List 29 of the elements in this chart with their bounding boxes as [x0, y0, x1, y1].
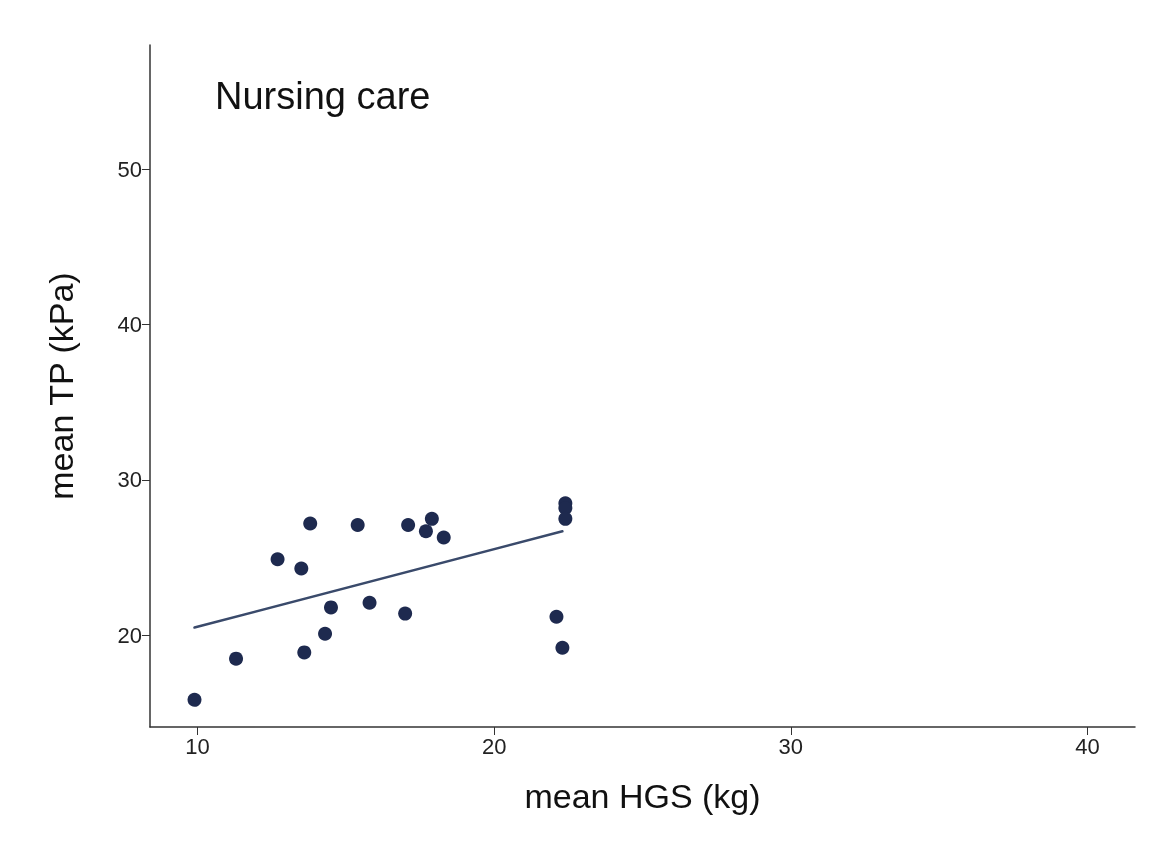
point: [418, 524, 433, 539]
point: [294, 561, 309, 576]
point: [229, 651, 244, 666]
point: [303, 516, 318, 531]
point: [424, 511, 439, 526]
y-tick-label: 20: [117, 622, 142, 648]
x-tick-label: 30: [778, 733, 804, 759]
y-tick-label: 50: [117, 156, 142, 182]
point: [187, 692, 202, 707]
y-axis-title: mean TP (kPa): [42, 272, 80, 500]
x-axis-title: mean HGS (kg): [524, 777, 761, 815]
x-tick-label: 20: [481, 733, 507, 759]
x-tick-label: 40: [1075, 733, 1100, 759]
point: [398, 606, 413, 621]
point: [436, 530, 451, 545]
point: [297, 645, 312, 660]
point: [549, 609, 564, 624]
text: Nursing care: [215, 75, 431, 117]
point: [555, 640, 570, 655]
point: [270, 552, 285, 567]
y-tick-label: 40: [117, 312, 142, 338]
x-tick-label: 10: [185, 733, 210, 759]
y-tick-label: 30: [117, 467, 142, 493]
point: [558, 511, 573, 526]
point: [362, 595, 377, 610]
point: [318, 626, 333, 641]
point: [350, 518, 365, 533]
point: [401, 518, 416, 533]
point: [323, 600, 338, 615]
